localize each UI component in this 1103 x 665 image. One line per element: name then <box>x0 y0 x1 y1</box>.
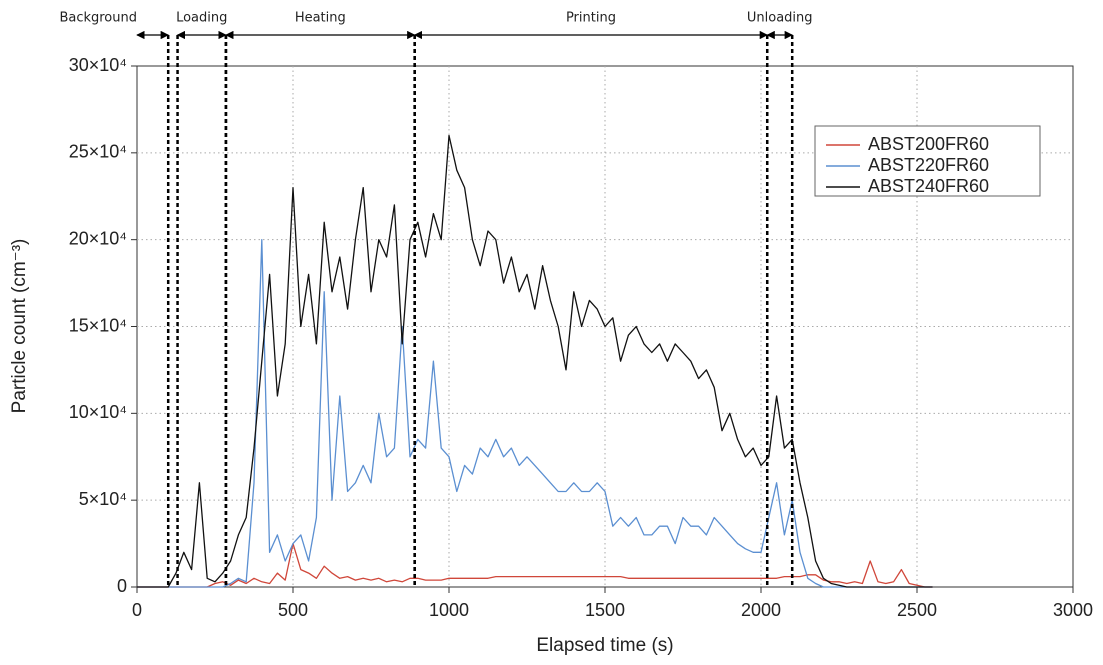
x-tick-label: 1500 <box>585 600 625 620</box>
y-axis-title: Particle count (cm⁻³) <box>9 239 30 414</box>
y-tick-label: 0 <box>117 576 127 596</box>
y-tick-label: 30×10⁴ <box>69 55 127 75</box>
legend-label: ABST200FR60 <box>868 134 989 154</box>
series-line <box>137 134 933 588</box>
x-tick-label: 1000 <box>429 600 469 620</box>
phase-label: Printing <box>566 11 616 26</box>
x-tick-label: 0 <box>132 600 142 620</box>
y-tick-label: 5×10⁴ <box>79 489 127 509</box>
phase-label: Unloading <box>747 11 813 26</box>
y-tick-label: 10×10⁴ <box>69 402 127 422</box>
phase-label: Background <box>59 11 137 26</box>
x-tick-label: 2500 <box>897 600 937 620</box>
legend-box <box>814 125 1041 197</box>
x-tick-label: 500 <box>278 600 308 620</box>
y-tick-label: 20×10⁴ <box>69 228 127 248</box>
x-tick-label: 3000 <box>1053 600 1093 620</box>
y-tick-label: 25×10⁴ <box>69 142 127 162</box>
x-axis-title: Elapsed time (s) <box>536 635 673 656</box>
series-line <box>137 542 933 588</box>
legend-label: ABST240FR60 <box>868 176 989 196</box>
series-line <box>137 239 933 588</box>
x-tick-label: 2000 <box>741 600 781 620</box>
y-tick-label: 15×10⁴ <box>69 315 127 335</box>
phase-label: Heating <box>295 11 346 26</box>
legend-label: ABST220FR60 <box>868 155 989 175</box>
phase-label: Loading <box>176 11 227 26</box>
